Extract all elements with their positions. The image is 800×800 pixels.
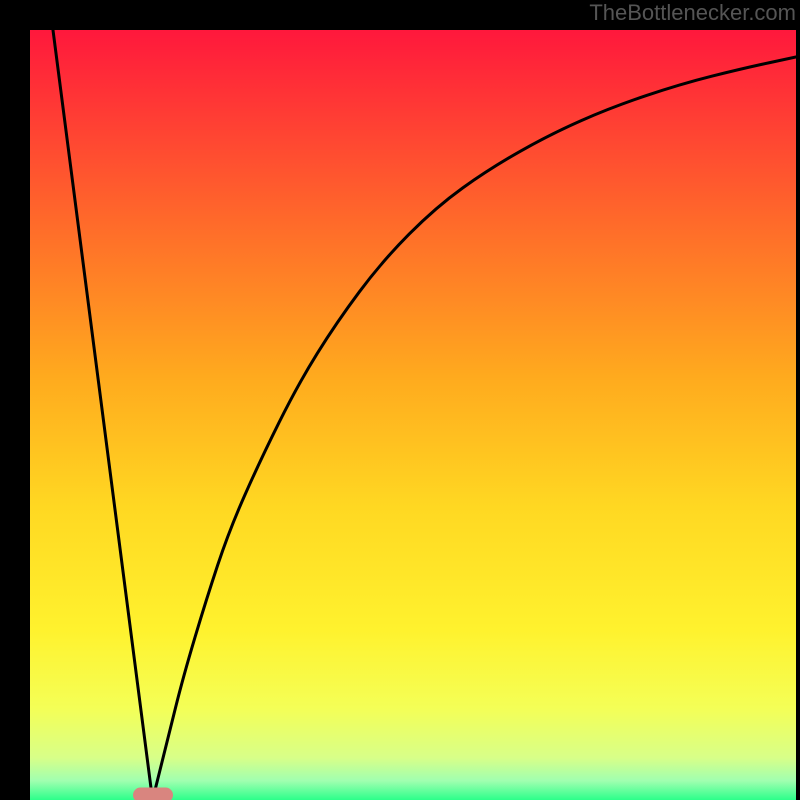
curve-path bbox=[53, 30, 796, 800]
plot-area bbox=[30, 30, 796, 800]
frame-left bbox=[0, 0, 30, 800]
curve-svg bbox=[30, 30, 796, 800]
attribution-text: TheBottlenecker.com bbox=[589, 0, 796, 26]
frame-right bbox=[796, 0, 800, 800]
min-marker bbox=[133, 787, 173, 800]
chart-container: TheBottlenecker.com bbox=[0, 0, 800, 800]
